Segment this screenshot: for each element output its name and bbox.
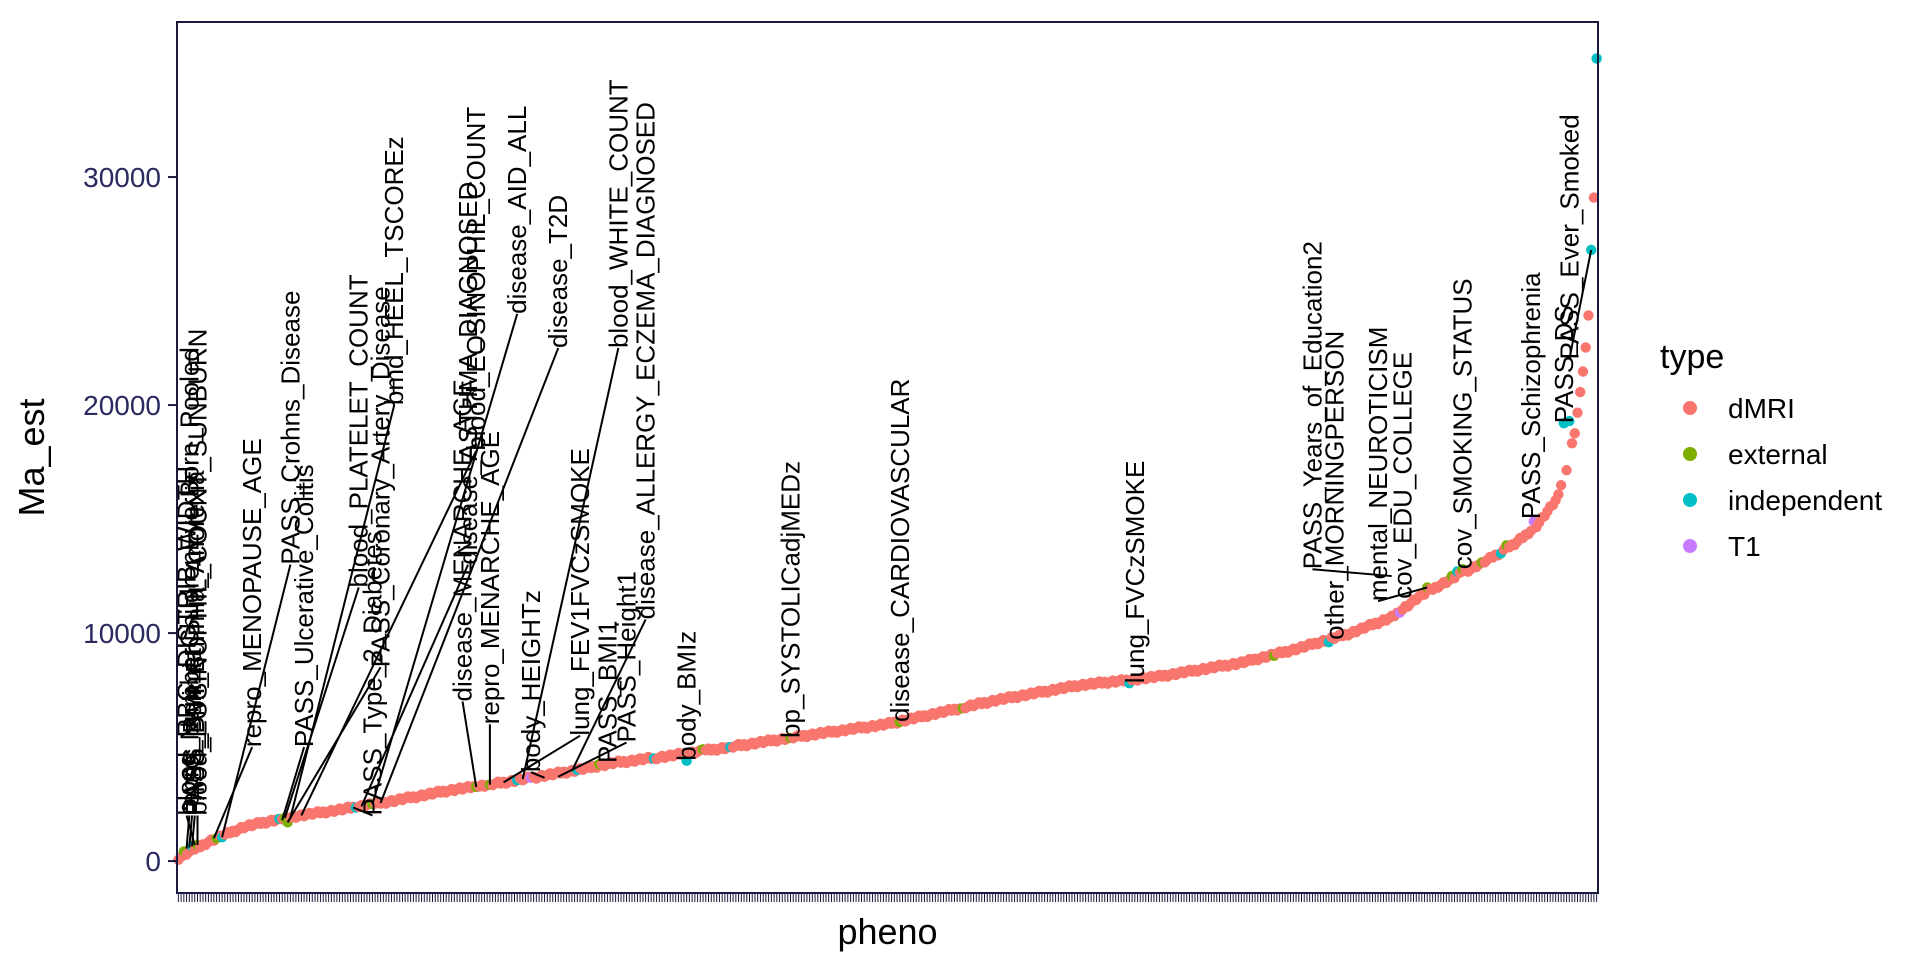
point-label: bp_SYSTOLICadjMEDz <box>775 461 805 738</box>
leader-line <box>191 815 196 847</box>
point-label: repro_MENARCHE_AGE <box>475 431 505 724</box>
leader-line <box>1312 568 1392 578</box>
point-label: blood_WHITE_COUNT <box>603 79 633 348</box>
legend-title: type <box>1660 338 1724 376</box>
point-dMRI <box>1583 310 1594 321</box>
point-dMRI <box>1575 386 1586 398</box>
point-label: cov_SMOKING_STATUS <box>1448 278 1478 569</box>
point-label: disease_ALLERGY_ECZEMA_DIAGNOSED <box>631 102 661 619</box>
point-dMRI <box>1553 489 1564 500</box>
leader-line <box>289 404 396 819</box>
point-independent <box>1591 53 1602 64</box>
point-label: blood_PLATELET_COUNT <box>344 274 374 587</box>
point-label: lung_FEV1FVCzSMOKE <box>565 448 595 736</box>
point-label: other_MORNINGPERSON <box>1319 331 1349 640</box>
point-label: cov_EDU_COLLEGE <box>1388 352 1418 599</box>
point-label: body_BMIz <box>672 631 702 761</box>
point-label: blood_EOSINOPHIL_COUNT_SUNBURN <box>182 329 212 816</box>
point-label: disease_T2D <box>543 195 573 348</box>
leader-line <box>300 450 478 816</box>
leader-line <box>283 587 360 819</box>
point-label: PASS_Schizophrenia <box>1516 272 1546 519</box>
point-label: body_HEIGHTz <box>516 590 546 772</box>
legend-key-external <box>1683 447 1697 461</box>
point-label: bmd_HEEL_TSCOREz <box>379 136 409 405</box>
legend-key-T1 <box>1683 539 1697 553</box>
leader-line <box>570 618 647 772</box>
point-label: repro_MENOPAUSE_AGE <box>237 438 267 747</box>
leader-line <box>360 564 469 807</box>
leader-line <box>371 313 519 805</box>
point-label: PASS_BMI_Bulimia_Anorexia <box>180 470 210 815</box>
point-label: lung_FVCzSMOKE <box>1120 461 1150 684</box>
point-label: blood_EOSINOPHIL_COUNT <box>461 107 491 451</box>
leader-line <box>188 815 194 848</box>
point-label: PASS_Coronary_Artery_Disease <box>366 286 396 667</box>
legend-label: T1 <box>1728 531 1761 562</box>
leader-line <box>461 701 478 788</box>
point-label: repro_NumberChildrenEverBorn_Pooled <box>174 347 204 815</box>
legend-key-dMRI <box>1683 401 1697 415</box>
point-label: disease_AID_ALL <box>502 106 532 314</box>
legend-label: independent <box>1728 485 1882 516</box>
point-label: PASS_Ulcerative_Colitis <box>289 464 319 747</box>
leader-line <box>503 734 581 784</box>
point-dMRI <box>1555 479 1567 491</box>
legend-key-independent <box>1683 493 1697 507</box>
legend-label: external <box>1728 439 1828 470</box>
leader-line <box>1568 249 1593 360</box>
point-label: disease_MENARCHE_AGE <box>448 379 478 701</box>
y-tick-label: 30000 <box>83 162 161 193</box>
leader-line <box>1377 586 1428 603</box>
point-label: PASS_DS <box>1549 305 1579 423</box>
y-tick-label: 0 <box>145 846 161 877</box>
legend: type dMRI external independent T1 <box>1660 338 1882 562</box>
y-axis-title: Ma_est <box>11 398 52 516</box>
leader-line <box>185 815 191 849</box>
legend-label: dMRI <box>1728 393 1795 424</box>
leader-line <box>352 806 373 817</box>
y-tick-label: 20000 <box>83 390 161 421</box>
x-axis-title: pheno <box>837 911 937 952</box>
x-tick-marks <box>177 893 1598 902</box>
point-dMRI <box>1566 438 1578 449</box>
point-label: PASS_Bulimia <box>177 648 207 816</box>
point-label: PASS_Crohns_Disease <box>275 291 305 565</box>
point-label: PASS_Height1 <box>612 571 642 743</box>
point-label: PASS_Years_of_Education2 <box>1297 241 1327 569</box>
point-dMRI <box>1580 342 1591 353</box>
point-dMRI <box>1588 192 1600 203</box>
leader-line <box>281 746 306 821</box>
point-label: disease_CARDIOVASCULAR <box>885 379 915 722</box>
point-label: mental_NEUROTICISM <box>1363 327 1393 602</box>
leader-line <box>221 564 292 838</box>
y-tick-label: 10000 <box>83 618 161 649</box>
leader-line <box>379 347 560 804</box>
point-label: PASS_Ever_Smoked <box>1554 114 1584 359</box>
y-axis: 0 10000 20000 30000 <box>83 162 177 877</box>
plot-panel-border <box>176 21 1599 894</box>
data-points <box>173 53 1602 865</box>
point-dMRI <box>1572 407 1583 418</box>
leader-line <box>530 771 545 779</box>
point-label: disease_ASTHMA_DIAGNOSED <box>453 182 483 565</box>
point-label: PASS_BMI1 <box>592 620 622 763</box>
leader-line <box>557 741 627 778</box>
leader-line <box>521 347 620 780</box>
point-label: PASS_Type_2_Diabetes <box>357 531 387 815</box>
label-leader-lines <box>185 249 1593 849</box>
point-labels: blood_RBC_DISTRIB_WIDTHrepro_NumberChild… <box>172 79 1585 815</box>
point-dMRI <box>1569 428 1580 439</box>
point-independent <box>1564 415 1575 427</box>
point-dMRI <box>1561 464 1572 476</box>
point-dMRI <box>1577 366 1589 377</box>
